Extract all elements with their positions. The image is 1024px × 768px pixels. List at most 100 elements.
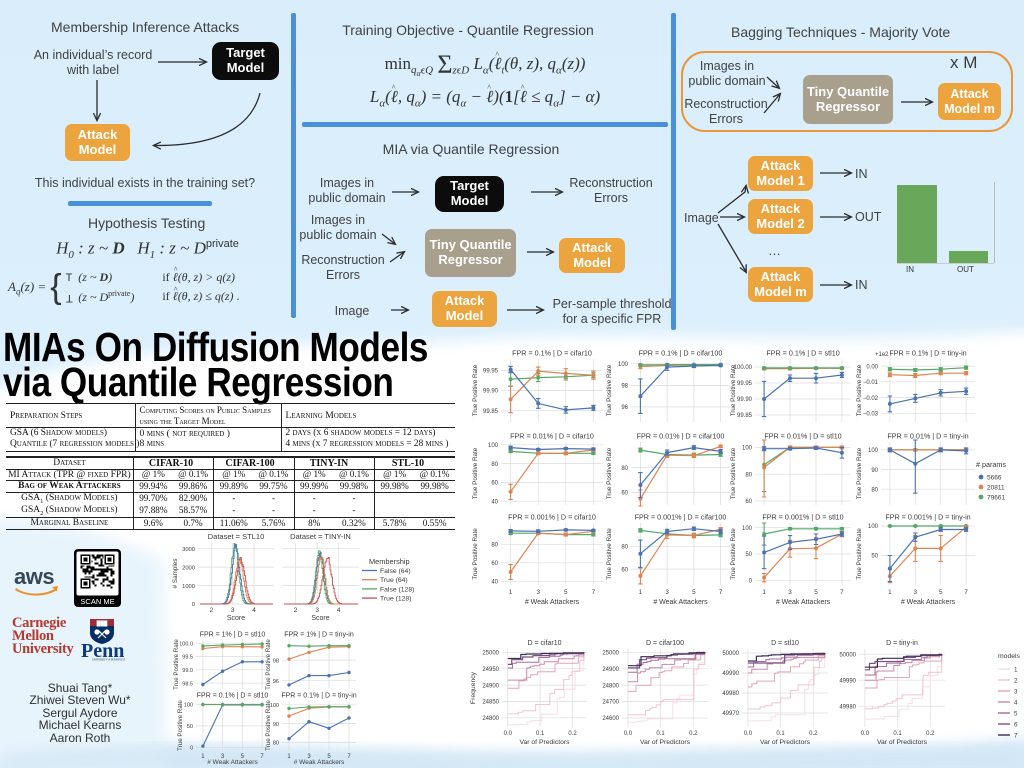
svg-text:True Positive Rate: True Positive Rate bbox=[856, 528, 863, 580]
svg-text:90: 90 bbox=[871, 468, 878, 474]
svg-text:99.90: 99.90 bbox=[737, 397, 753, 403]
svg-text:2: 2 bbox=[210, 607, 214, 614]
svg-text:True Positive Rate: True Positive Rate bbox=[606, 364, 613, 416]
svg-text:FPR = 0.001% | D = cifar10: FPR = 0.001% | D = cifar10 bbox=[508, 513, 596, 522]
svg-text:0.0: 0.0 bbox=[861, 731, 870, 737]
svg-text:Dataset = TINY-IN: Dataset = TINY-IN bbox=[290, 532, 351, 541]
svg-text:True Positive Rate: True Positive Rate bbox=[265, 700, 272, 751]
svg-text:1000: 1000 bbox=[182, 584, 195, 590]
svg-text:5: 5 bbox=[564, 589, 568, 596]
svg-text:60: 60 bbox=[621, 491, 628, 497]
svg-text:True Positive Rate: True Positive Rate bbox=[173, 639, 180, 690]
svg-text:FPR = 0.1% | D = tiny-in: FPR = 0.1% | D = tiny-in bbox=[281, 693, 356, 700]
svg-text:True (64): True (64) bbox=[380, 577, 408, 584]
svg-text:1: 1 bbox=[287, 754, 291, 760]
svg-text:25000: 25000 bbox=[602, 651, 619, 657]
svg-text:True Positive Rate: True Positive Rate bbox=[606, 528, 613, 580]
svg-text:True Positive Rate: True Positive Rate bbox=[730, 447, 737, 499]
svg-text:80: 80 bbox=[745, 472, 752, 478]
svg-text:99.0: 99.0 bbox=[182, 668, 193, 674]
svg-text:5: 5 bbox=[939, 589, 943, 596]
svg-text:True Positive Rate: True Positive Rate bbox=[177, 700, 184, 751]
svg-text:100: 100 bbox=[488, 443, 499, 449]
svg-text:99.95: 99.95 bbox=[483, 369, 499, 375]
svg-text:100: 100 bbox=[868, 448, 879, 454]
svg-text:FPR = 0.1% | D = cifar100: FPR = 0.1% | D = cifar100 bbox=[639, 349, 723, 358]
svg-text:0.0: 0.0 bbox=[624, 731, 633, 737]
svg-text:4: 4 bbox=[252, 607, 256, 614]
svg-text:49970: 49970 bbox=[722, 711, 739, 717]
svg-text:True Positive Rate: True Positive Rate bbox=[856, 447, 863, 499]
svg-text:Var of Predictors: Var of Predictors bbox=[640, 739, 691, 746]
svg-text:3: 3 bbox=[536, 589, 540, 596]
svg-text:79661: 79661 bbox=[987, 494, 1005, 501]
svg-text:80: 80 bbox=[491, 543, 498, 549]
svg-text:# Weak Attackers: # Weak Attackers bbox=[776, 599, 831, 606]
svg-text:D = tiny-in: D = tiny-in bbox=[886, 640, 918, 647]
svg-text:96: 96 bbox=[621, 405, 628, 411]
svg-text:24900: 24900 bbox=[482, 683, 499, 689]
svg-text:0.2: 0.2 bbox=[689, 731, 698, 737]
svg-text:−0.03: −0.03 bbox=[863, 412, 879, 418]
svg-text:24900: 24900 bbox=[602, 667, 619, 673]
svg-text:60: 60 bbox=[491, 561, 498, 567]
svg-text:FPR = 0.1% | D = stl10: FPR = 0.1% | D = stl10 bbox=[766, 349, 839, 358]
svg-text:FPR = 0.1% | D = cifar10: FPR = 0.1% | D = cifar10 bbox=[512, 349, 592, 358]
svg-text:FPR = 1% | D = tiny-in: FPR = 1% | D = tiny-in bbox=[284, 632, 354, 639]
svg-text:FPR = 0.001% | D = cifar100: FPR = 0.001% | D = cifar100 bbox=[635, 513, 727, 522]
svg-text:D = cifar10: D = cifar10 bbox=[527, 640, 561, 647]
svg-text:UNIVERSITY of PENNSYLVANIA: UNIVERSITY of PENNSYLVANIA bbox=[92, 659, 125, 662]
svg-text:4: 4 bbox=[1014, 699, 1018, 706]
svg-text:FPR = 0.001% | D = stl10: FPR = 0.001% | D = stl10 bbox=[762, 513, 843, 522]
svg-text:60: 60 bbox=[491, 481, 498, 487]
svg-text:100: 100 bbox=[868, 524, 879, 530]
svg-text:True Positive Rate: True Positive Rate bbox=[730, 528, 737, 580]
svg-text:7: 7 bbox=[964, 589, 968, 596]
svg-text:# Weak Attackers: # Weak Attackers bbox=[294, 759, 345, 766]
svg-text:True Positive Rate: True Positive Rate bbox=[856, 364, 863, 416]
svg-text:True Positive Rate: True Positive Rate bbox=[472, 528, 479, 580]
svg-text:40: 40 bbox=[491, 580, 498, 586]
svg-text:3: 3 bbox=[221, 754, 225, 760]
svg-text:49980: 49980 bbox=[839, 704, 856, 710]
svg-text:2: 2 bbox=[294, 607, 298, 614]
svg-text:5: 5 bbox=[1014, 710, 1018, 717]
svg-text:100.00: 100.00 bbox=[734, 365, 753, 371]
svg-text:100.0: 100.0 bbox=[179, 641, 193, 647]
svg-text:90: 90 bbox=[273, 722, 279, 728]
svg-text:80: 80 bbox=[621, 545, 628, 551]
svg-text:0.1: 0.1 bbox=[536, 731, 545, 737]
svg-text:# Weak Attackers: # Weak Attackers bbox=[207, 759, 258, 766]
svg-text:True Positive Rate: True Positive Rate bbox=[472, 364, 479, 416]
svg-text:25000: 25000 bbox=[482, 651, 499, 657]
svg-text:−0.01: −0.01 bbox=[863, 380, 879, 386]
svg-text:Penn: Penn bbox=[81, 640, 124, 661]
svg-text:100: 100 bbox=[184, 703, 193, 709]
svg-text:Var of Predictors: Var of Predictors bbox=[519, 739, 570, 746]
svg-text:3: 3 bbox=[315, 607, 319, 614]
svg-text:False (128): False (128) bbox=[380, 586, 414, 593]
svg-text:2000: 2000 bbox=[182, 565, 195, 571]
svg-text:3: 3 bbox=[307, 754, 311, 760]
svg-text:24600: 24600 bbox=[602, 716, 619, 722]
svg-text:80: 80 bbox=[273, 741, 279, 747]
svg-text:FPR = 0.1% | D = tiny-in: FPR = 0.1% | D = tiny-in bbox=[889, 349, 966, 358]
svg-text:24700: 24700 bbox=[602, 700, 619, 706]
svg-text:1: 1 bbox=[762, 589, 766, 596]
svg-text:# params: # params bbox=[976, 460, 1006, 469]
svg-text:0.1: 0.1 bbox=[893, 731, 902, 737]
svg-text:0.2: 0.2 bbox=[809, 731, 818, 737]
svg-text:5: 5 bbox=[692, 589, 696, 596]
svg-text:100: 100 bbox=[742, 526, 753, 532]
svg-text:7: 7 bbox=[592, 589, 596, 596]
svg-text:True (128): True (128) bbox=[380, 596, 411, 603]
svg-text:FPR = 0.01% | D = cifar10: FPR = 0.01% | D = cifar10 bbox=[510, 432, 594, 441]
svg-text:D = stl10: D = stl10 bbox=[771, 640, 799, 647]
svg-text:−0.02: −0.02 bbox=[863, 396, 879, 402]
svg-text:99.85: 99.85 bbox=[483, 409, 499, 415]
svg-text:60: 60 bbox=[745, 499, 752, 505]
svg-text:0.1: 0.1 bbox=[656, 731, 665, 737]
svg-text:D = cifar100: D = cifar100 bbox=[646, 640, 684, 647]
svg-text:24800: 24800 bbox=[482, 716, 499, 722]
svg-text:0.1: 0.1 bbox=[776, 731, 785, 737]
